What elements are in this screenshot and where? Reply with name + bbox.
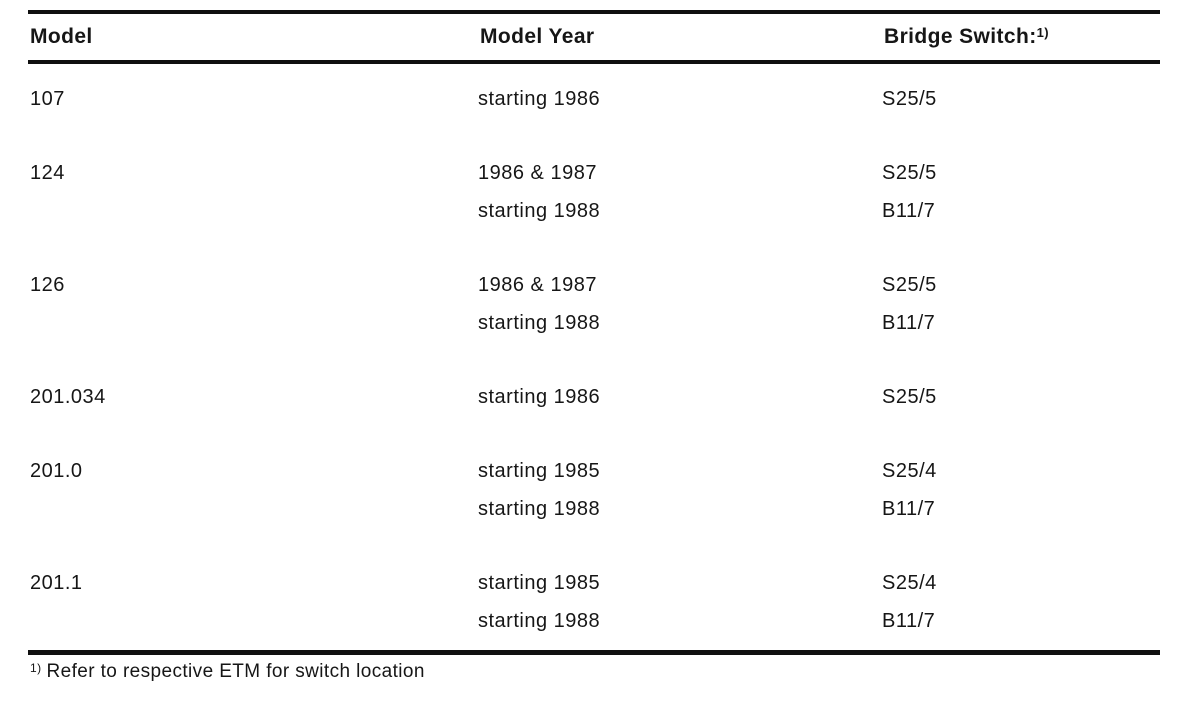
table-row-group-107: 107 starting 1986 S25/5 bbox=[28, 80, 1160, 118]
model-cell: 124 bbox=[30, 162, 65, 184]
model-year-cell: starting 1988 bbox=[478, 200, 601, 222]
footnote: 1) Refer to respective ETM for switch loc… bbox=[28, 661, 1160, 683]
table-bottom-rule bbox=[28, 650, 1160, 655]
table-row-group-124: 124 1986 & 1987 S25/5 starting 1988 B11/… bbox=[28, 154, 1160, 230]
model-year-cell: 1986 & 1987 bbox=[478, 274, 597, 296]
table-body: 107 starting 1986 S25/5 124 1986 & 1987 … bbox=[28, 64, 1160, 640]
bridge-switch-cell: B11/7 bbox=[882, 610, 936, 632]
bridge-switch-cell: S25/5 bbox=[882, 274, 937, 296]
table-row-group-201-1: 201.1 starting 1985 S25/4 starting 1988 … bbox=[28, 564, 1160, 640]
bridge-switch-cell: S25/5 bbox=[882, 162, 937, 184]
table-row-group-126: 126 1986 & 1987 S25/5 starting 1988 B11/… bbox=[28, 266, 1160, 342]
bridge-switch-cell: B11/7 bbox=[882, 498, 936, 520]
bridge-switch-cell: B11/7 bbox=[882, 200, 936, 222]
column-header-model: Model bbox=[30, 25, 93, 48]
model-cell: 201.1 bbox=[30, 572, 83, 594]
table-row-group-201-0: 201.0 starting 1985 S25/4 starting 1988 … bbox=[28, 452, 1160, 528]
footnote-reference-marker: 1) bbox=[1036, 25, 1049, 40]
model-year-cell: starting 1985 bbox=[478, 460, 601, 482]
model-cell: 126 bbox=[30, 274, 65, 296]
bridge-switch-cell: S25/4 bbox=[882, 460, 937, 482]
column-header-bridge-switch: Bridge Switch:1) bbox=[884, 25, 1162, 48]
bridge-switch-cell: S25/5 bbox=[882, 386, 937, 408]
model-cell: 201.034 bbox=[30, 386, 106, 408]
model-year-cell: starting 1988 bbox=[478, 610, 601, 632]
table-header-row: Model Model Year Bridge Switch:1) bbox=[28, 14, 1162, 60]
table-header-rule bbox=[28, 60, 1160, 64]
bridge-switch-cell: S25/4 bbox=[882, 572, 937, 594]
column-header-model-year: Model Year bbox=[480, 25, 595, 48]
model-year-cell: starting 1986 bbox=[478, 88, 601, 110]
table-top-rule bbox=[28, 10, 1160, 14]
bridge-switch-cell: S25/5 bbox=[882, 88, 937, 110]
model-cell: 107 bbox=[30, 88, 65, 110]
footnote-marker: 1) bbox=[30, 661, 42, 675]
column-header-bridge-switch-label: Bridge Switch: bbox=[884, 25, 1037, 48]
model-year-cell: starting 1985 bbox=[478, 572, 601, 594]
table-row-group-201-034: 201.034 starting 1986 S25/5 bbox=[28, 378, 1160, 416]
model-cell: 201.0 bbox=[30, 460, 83, 482]
bridge-switch-cell: B11/7 bbox=[882, 312, 936, 334]
model-year-cell: 1986 & 1987 bbox=[478, 162, 597, 184]
footnote-text: Refer to respective ETM for switch locat… bbox=[46, 661, 425, 682]
model-year-cell: starting 1988 bbox=[478, 312, 601, 334]
model-year-cell: starting 1986 bbox=[478, 386, 601, 408]
model-year-cell: starting 1988 bbox=[478, 498, 601, 520]
